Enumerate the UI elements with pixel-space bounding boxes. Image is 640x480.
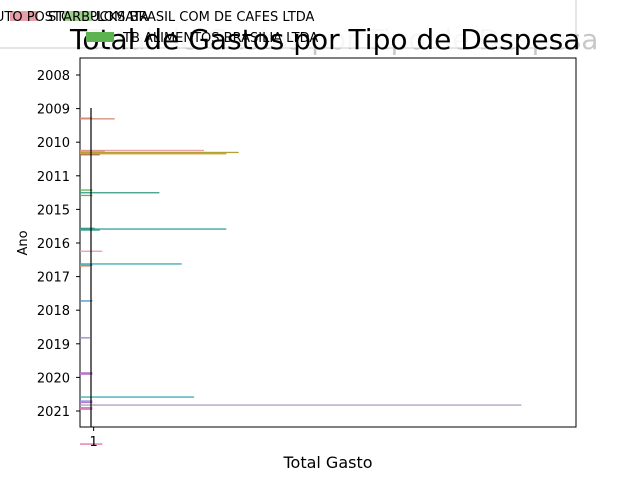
bar-2020-21: [80, 396, 195, 398]
legend: Total de Gastos por Tipo de Despesa AUTO…: [0, 0, 580, 56]
bar-2017-17: [80, 300, 93, 302]
bar-2015-12: [80, 229, 100, 231]
bar-2020-25: [80, 407, 93, 409]
y-tick-label: 2021: [37, 405, 70, 420]
y-ticks: 2008 2009 2010 2011 2015 2016 2017 2018 2019 2020…: [37, 69, 80, 420]
bar-2009-1: [80, 118, 115, 120]
bar-2019-19: [80, 372, 93, 374]
bar-2018-18: [80, 337, 90, 339]
y-tick-label: 2020: [37, 371, 70, 386]
bar-2010-5: [80, 153, 227, 155]
bar-2016-16: [80, 265, 90, 267]
bar-2010-6: [80, 154, 100, 156]
bar-2021-27: [80, 443, 103, 445]
y-tick-label: 2016: [37, 237, 70, 252]
x-tick-label: 1: [89, 435, 97, 450]
bar-2011-9: [80, 194, 93, 197]
y-tick-label: 2010: [37, 136, 70, 151]
bar-2020-24: [80, 404, 522, 406]
bar-2015-10: [80, 227, 95, 229]
bar-2010-2: [80, 149, 204, 152]
bar-2019-20: [80, 373, 93, 375]
bar-2010-3: [80, 150, 105, 152]
y-axis-label: Ano: [16, 230, 31, 255]
bar-2016-14: [80, 263, 182, 265]
chart-title: Total de Gastos por Tipo de Despesa: [69, 23, 580, 56]
bars-layer: [80, 117, 522, 445]
y-tick-label: 2009: [37, 103, 70, 118]
bar-2020-26: [80, 408, 93, 410]
legend-swatch: [86, 32, 114, 42]
y-tick-label: 2018: [37, 304, 70, 319]
plot-area: [79, 57, 577, 428]
legend-label: STARBUCKS BRASIL COM DE CAFES LTDA: [48, 10, 315, 25]
legend-swatch: [64, 11, 92, 21]
y-tick-label: 2008: [37, 69, 70, 84]
y-tick-label: 2019: [37, 338, 70, 353]
bar-2010-4: [80, 151, 239, 154]
bar-2009-0: [80, 117, 93, 119]
y-tick-label: 2017: [37, 271, 70, 286]
x-axis-label: Total Gasto: [282, 453, 372, 472]
y-tick-label: 2015: [37, 203, 70, 218]
bar-2011-7: [80, 189, 93, 191]
bar-2020-23: [80, 401, 93, 404]
bar-2015-11: [80, 228, 227, 230]
bar-2020-22: [80, 400, 93, 402]
y-tick-label: 2011: [37, 170, 70, 185]
legend-label: TB ALIMENTOS BRASILIA LTDA: [122, 31, 318, 46]
bar-2011-8: [80, 192, 160, 194]
legend-swatch: [10, 11, 38, 21]
x-ticks: 1: [89, 427, 98, 450]
